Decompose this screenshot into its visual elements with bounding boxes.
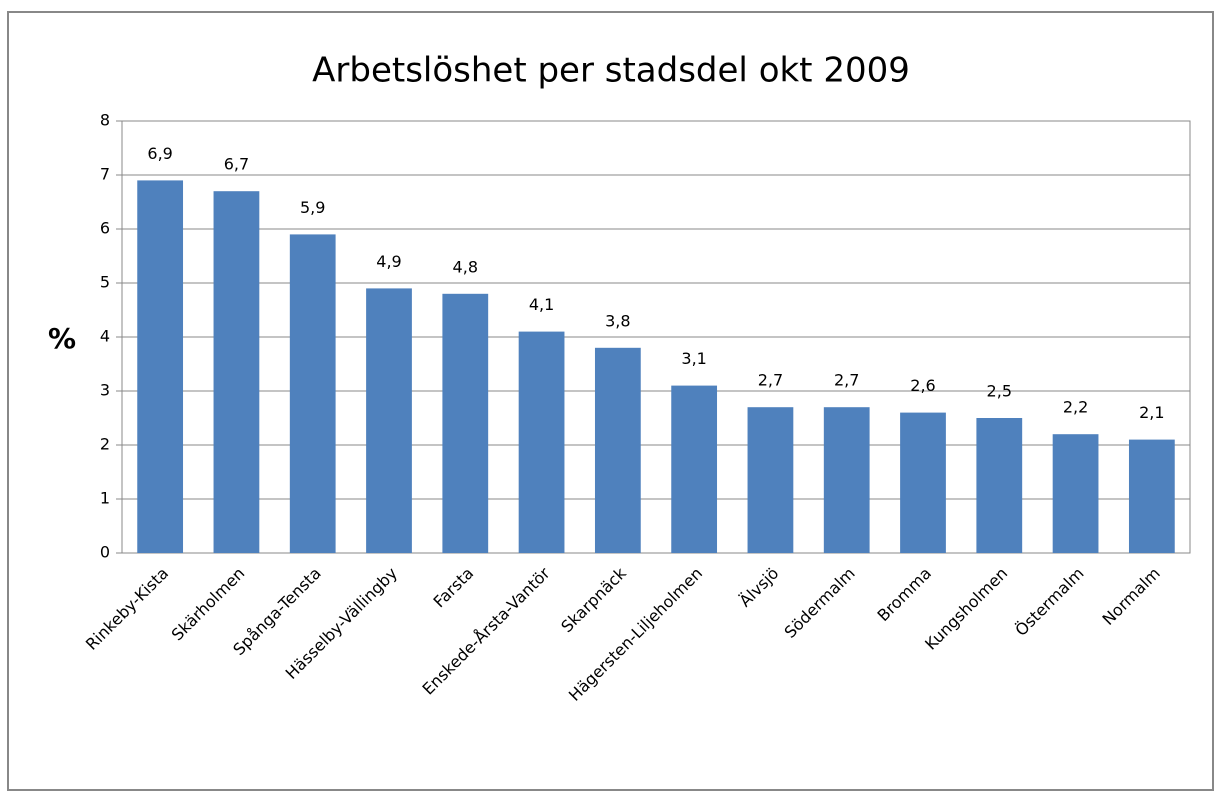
y-tick-label: 7 [100,165,110,184]
bar [976,418,1023,553]
chart-title: Arbetslöshet per stadsdel okt 2009 [312,51,910,91]
bar [671,385,718,553]
bar [289,234,336,553]
value-label: 6,7 [224,155,249,174]
bar [366,288,412,553]
value-label: 2,1 [1139,403,1164,422]
bar [213,191,260,553]
value-label: 5,9 [300,198,325,217]
value-label: 2,7 [758,371,783,390]
value-label: 2,7 [834,371,859,390]
bar [823,407,870,553]
value-label: 2,5 [987,382,1012,401]
bar [518,331,565,553]
bar [1052,434,1099,553]
y-tick-label: 6 [100,219,110,238]
value-label: 3,8 [605,311,630,330]
y-tick-label: 5 [100,273,110,292]
value-label: 2,2 [1063,398,1088,417]
value-label: 2,6 [910,376,935,395]
value-label: 3,1 [681,349,706,368]
value-label: 4,1 [529,295,554,314]
bar [442,293,489,553]
y-tick-label: 0 [100,543,110,562]
value-label: 6,9 [147,144,172,163]
y-tick-label: 1 [100,489,110,508]
y-tick-label: 4 [100,327,110,346]
y-tick-label: 3 [100,381,110,400]
y-axis-label: % [48,322,76,355]
y-tick-label: 8 [100,111,110,130]
bar [137,180,184,553]
bar [1128,439,1175,553]
bar [900,412,946,553]
bar [594,347,641,553]
bar [747,407,794,553]
value-label: 4,9 [376,252,401,271]
value-label: 4,8 [453,257,478,276]
y-tick-label: 2 [100,435,110,454]
